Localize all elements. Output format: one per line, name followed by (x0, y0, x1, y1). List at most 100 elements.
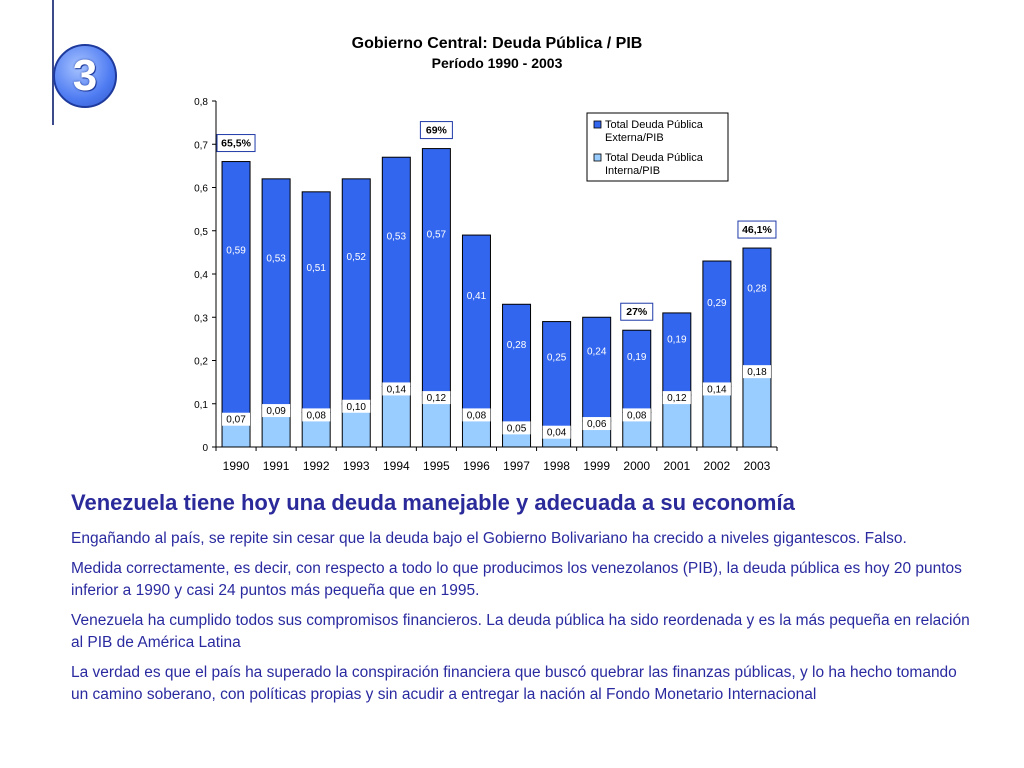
x-tick-label: 2002 (704, 459, 731, 473)
data-label-interna-bg (622, 408, 651, 422)
data-label-interna-bg (222, 412, 251, 426)
x-tick-label: 1993 (343, 459, 370, 473)
data-label-interna: 0,09 (266, 406, 286, 417)
data-label-interna-bg (742, 365, 771, 379)
legend-swatch (593, 153, 602, 162)
data-label-interna: 0,04 (547, 428, 567, 439)
data-label-interna: 0,10 (347, 402, 367, 413)
y-tick-label: 0 (202, 443, 208, 454)
bar-externa (461, 234, 491, 413)
x-tick-label: 1994 (383, 459, 410, 473)
chart-legend: Total Deuda Pública Externa/PIB Total Deud… (586, 112, 729, 182)
chart-subtitle: Período 1990 - 2003 (432, 55, 563, 71)
x-tick-label: 1995 (423, 459, 450, 473)
bar-interna (742, 368, 772, 448)
y-tick-label: 0,5 (194, 227, 208, 238)
x-tick-label: 1990 (223, 459, 250, 473)
data-label-interna: 0,06 (587, 419, 607, 430)
bar-externa (261, 178, 291, 409)
x-tick-label: 2000 (623, 459, 650, 473)
data-label-interna-bg (542, 425, 571, 439)
callout-box (737, 220, 777, 239)
data-label-interna-bg (262, 404, 291, 418)
data-label-interna: 0,08 (306, 410, 326, 421)
bar-externa (662, 312, 692, 396)
callout-box (620, 302, 654, 321)
bar-externa (421, 148, 451, 396)
data-label-interna-bg (462, 408, 491, 422)
data-label-externa: 0,19 (627, 352, 647, 363)
chart-axes: 0 0,1 0,2 0,3 0,4 0,5 0,6 0,7 0,8 1990 1991 1992 199… (194, 97, 778, 473)
data-label-interna-bg (582, 417, 611, 431)
data-label-externa: 0,57 (427, 229, 447, 240)
data-label-interna-bg (662, 391, 691, 405)
chart-title: Gobierno Central: Deuda Pública / PIB (352, 35, 643, 52)
y-tick-label: 0,3 (194, 313, 208, 324)
slide-text: Venezuela tiene hoy una deuda manejable … (71, 490, 971, 714)
callout-box (216, 134, 256, 153)
slide-number-badge: 3 (53, 44, 117, 108)
data-label-externa: 0,19 (667, 335, 687, 346)
data-label-interna: 0,18 (747, 367, 767, 378)
data-label-interna: 0,08 (467, 410, 487, 421)
y-tick-label: 0,4 (194, 270, 208, 281)
data-label-interna-bg (302, 408, 331, 422)
data-label-interna: 0,07 (226, 415, 246, 426)
data-label-interna: 0,12 (427, 393, 447, 404)
bar-externa (341, 178, 371, 405)
debt-chart: Gobierno Central: Deuda Pública / PIB Pe… (194, 35, 778, 473)
callout-label: 69% (426, 125, 448, 137)
x-tick-label: 1999 (583, 459, 610, 473)
x-tick-label: 1998 (543, 459, 570, 473)
data-label-interna: 0,05 (507, 423, 527, 434)
bar-externa (622, 329, 652, 413)
data-label-externa: 0,52 (347, 252, 367, 263)
y-tick-label: 0,1 (194, 400, 208, 411)
data-label-externa: 0,59 (226, 245, 246, 256)
data-label-interna: 0,08 (627, 410, 647, 421)
bar-interna (702, 385, 732, 448)
y-tick-label: 0,7 (194, 140, 208, 151)
paragraph-1: Engañando al país, se repite sin cesar q… (71, 530, 907, 547)
x-tick-label: 1997 (503, 459, 530, 473)
bar-externa (381, 156, 411, 387)
slide-headline: Venezuela tiene hoy una deuda manejable … (71, 490, 795, 515)
data-label-externa: 0,28 (507, 340, 527, 351)
x-tick-label: 2003 (744, 459, 771, 473)
callout-label: 27% (626, 306, 648, 318)
y-tick-label: 0,6 (194, 184, 208, 195)
bar-externa (742, 247, 772, 370)
bar-externa (702, 260, 732, 387)
data-label-interna: 0,12 (667, 393, 687, 404)
data-label-externa: 0,53 (266, 253, 286, 264)
data-label-interna-bg (702, 382, 731, 396)
x-tick-label: 1996 (463, 459, 490, 473)
data-label-interna-bg (342, 399, 371, 413)
chart-bars: 0,59 0,07 0,53 0,09 0,51 0,08 0,52 0,10 0,53 0,14… (216, 121, 777, 448)
paragraph-3: Venezuela ha cumplido todos sus compromi… (71, 612, 970, 651)
data-label-interna-bg (502, 421, 531, 435)
paragraph-2: Medida correctamente, es decir, con resp… (71, 560, 962, 599)
bar-externa (502, 303, 532, 426)
callout-label: 46,1% (742, 224, 772, 236)
legend-label: Total Deuda Pública Externa/PIB (605, 119, 704, 144)
data-label-interna: 0,14 (387, 384, 407, 395)
bar-externa (221, 161, 251, 418)
x-tick-label: 1992 (303, 459, 330, 473)
callout-label: 65,5% (221, 138, 251, 150)
data-label-externa: 0,51 (306, 263, 326, 274)
bar-externa (542, 321, 572, 431)
data-label-externa: 0,24 (587, 347, 607, 358)
x-tick-label: 2001 (663, 459, 690, 473)
bar-interna (381, 385, 411, 448)
slide-number: 3 (72, 51, 98, 100)
data-label-externa: 0,41 (467, 291, 487, 302)
data-label-interna: 0,14 (707, 384, 727, 395)
callout-box (419, 121, 453, 140)
bar-externa (582, 316, 612, 422)
bar-externa (301, 191, 331, 413)
decorative-vertical-line (52, 0, 54, 125)
data-label-externa: 0,53 (387, 232, 407, 243)
legend-swatch (593, 120, 602, 129)
data-label-interna-bg (382, 382, 411, 396)
